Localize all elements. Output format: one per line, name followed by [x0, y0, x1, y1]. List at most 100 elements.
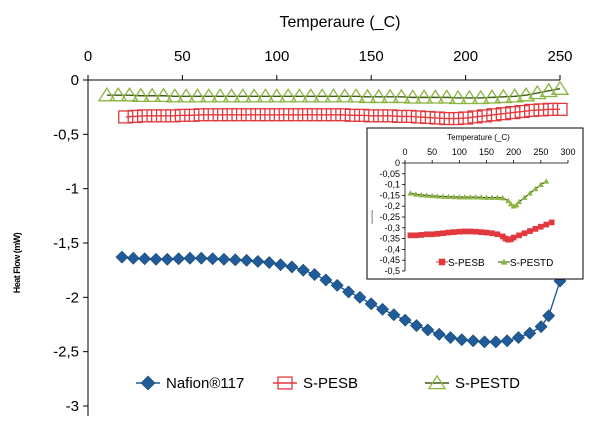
data-point [437, 89, 456, 104]
inset-data-point [499, 194, 506, 201]
x-axis-title: Temperaure (_C) [280, 14, 401, 31]
data-point [131, 87, 151, 103]
data-point [228, 253, 242, 267]
data-point [363, 109, 379, 123]
data-point [414, 89, 434, 104]
inset-y-tick-label: -0,25 [379, 212, 400, 222]
inset-frame [366, 127, 584, 280]
data-point [358, 88, 377, 104]
data-point [240, 108, 257, 122]
data-point [505, 106, 521, 120]
data-point [420, 110, 436, 125]
data-point [325, 108, 342, 122]
inset-data-point [434, 193, 441, 199]
data-point [142, 87, 162, 103]
inset-data-point [543, 178, 550, 184]
data-point [212, 108, 228, 122]
inset-y-axis-title: Heat Flow [370, 209, 374, 223]
data-point [176, 88, 196, 103]
data-point [335, 88, 355, 103]
inset-data-point [527, 228, 533, 234]
data-point [285, 260, 299, 274]
legend-label: S-PESTD [455, 375, 520, 392]
data-point [344, 108, 360, 122]
inset-data-point [472, 194, 479, 200]
data-point [250, 108, 266, 122]
inset-x-tick-label: 150 [479, 147, 494, 157]
data-point [372, 109, 389, 123]
data-point [457, 111, 474, 125]
inset-legend-label: S-PESTD [510, 258, 553, 269]
data-point [259, 108, 276, 122]
x-tick-label: 50 [174, 48, 191, 65]
legend-marker [140, 375, 156, 391]
y-tick-label: -1,5 [53, 235, 79, 252]
inset-data-point [418, 191, 425, 198]
inset-x-axis-title: Temperature (_C) [447, 133, 510, 142]
data-point [233, 88, 253, 103]
data-point [460, 89, 479, 105]
x-tick-label: 250 [547, 48, 572, 65]
y-tick-label: -3 [66, 398, 79, 415]
data-point [146, 109, 162, 123]
y-tick-label: 0 [71, 72, 79, 89]
data-point [210, 88, 230, 103]
data-point [523, 326, 537, 340]
inset-data-point [478, 194, 485, 200]
data-point [342, 285, 355, 299]
x-tick-label: 100 [264, 48, 289, 65]
data-point [514, 104, 530, 119]
data-point [308, 268, 321, 281]
data-point [444, 331, 457, 344]
data-point [516, 87, 536, 102]
data-point [240, 253, 254, 267]
data-point [108, 87, 128, 102]
inset-data-point [526, 190, 533, 196]
inset-y-tick-label: -0,2 [384, 201, 400, 211]
data-point [262, 256, 276, 269]
data-point [217, 252, 231, 266]
data-point [222, 88, 241, 103]
data-point [410, 319, 423, 333]
data-point [136, 109, 153, 123]
data-point [364, 297, 378, 311]
data-point [542, 309, 556, 323]
data-point [154, 87, 173, 103]
data-point [244, 88, 264, 103]
data-point [160, 252, 174, 266]
data-point [429, 111, 445, 125]
data-point [324, 88, 343, 103]
inset-legend-label: S-PESB [448, 258, 485, 269]
inset-data-point [461, 194, 468, 200]
data-point [118, 110, 134, 124]
inset-y-tick-label: -0,3 [384, 223, 400, 233]
data-point [297, 108, 313, 122]
inset-data-point [467, 228, 474, 235]
data-point [301, 88, 321, 103]
inset-data-point [494, 231, 501, 238]
y-tick-label: -2,5 [53, 344, 79, 361]
data-point [482, 89, 502, 104]
inset-data-point [543, 221, 550, 228]
inset-data-point [516, 232, 522, 239]
x-tick-label: 150 [359, 48, 384, 65]
inset-data-point [488, 194, 495, 200]
inset-y-tick-label: -0,4 [384, 244, 400, 254]
inset-data-point [461, 228, 468, 235]
data-point [448, 111, 464, 126]
legend-label: Nafion®117 [166, 375, 244, 392]
data-point [426, 89, 445, 104]
data-point [330, 278, 344, 292]
data-point [290, 88, 309, 103]
data-point [471, 89, 490, 105]
data-point [542, 102, 559, 116]
data-point [495, 107, 512, 121]
data-point [120, 87, 139, 102]
data-point [288, 108, 304, 122]
data-point [319, 273, 333, 287]
data-point [494, 88, 513, 104]
y-tick-label: -0,5 [53, 126, 79, 143]
inset-y-tick-label: -0,15 [379, 190, 400, 200]
inset-data-point [548, 219, 555, 226]
inset-x-tick-label: 200 [506, 147, 521, 157]
